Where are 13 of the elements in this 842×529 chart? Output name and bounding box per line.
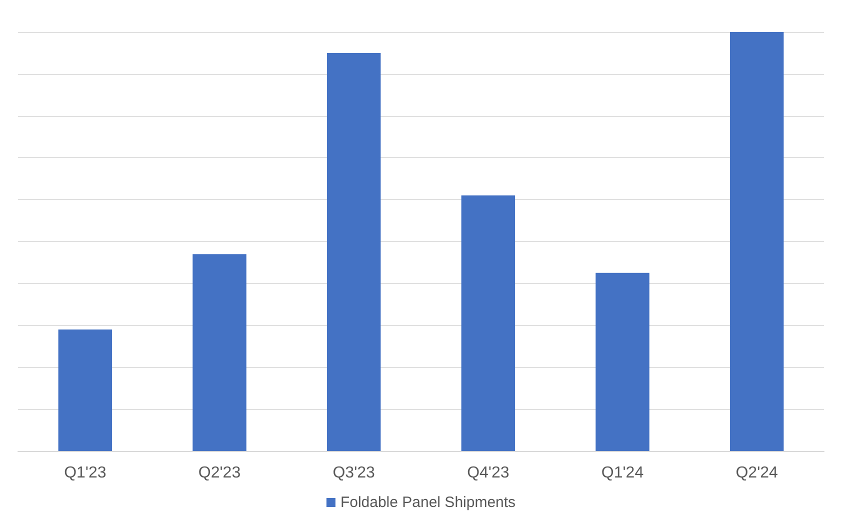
bar [192,254,246,451]
bar [730,32,784,451]
legend-label: Foldable Panel Shipments [340,494,516,511]
x-tick-label: Q2'23 [198,464,241,482]
x-tick-label: Q1'23 [64,464,106,482]
bar [596,272,650,451]
bar [58,329,112,451]
x-tick-label: Q1'24 [601,464,644,482]
x-tick-label: Q3'23 [332,464,376,482]
bar [326,52,381,451]
bar [461,195,516,451]
x-tick-label: Q2'24 [736,464,778,482]
x-tick-label: Q4'23 [467,464,510,482]
